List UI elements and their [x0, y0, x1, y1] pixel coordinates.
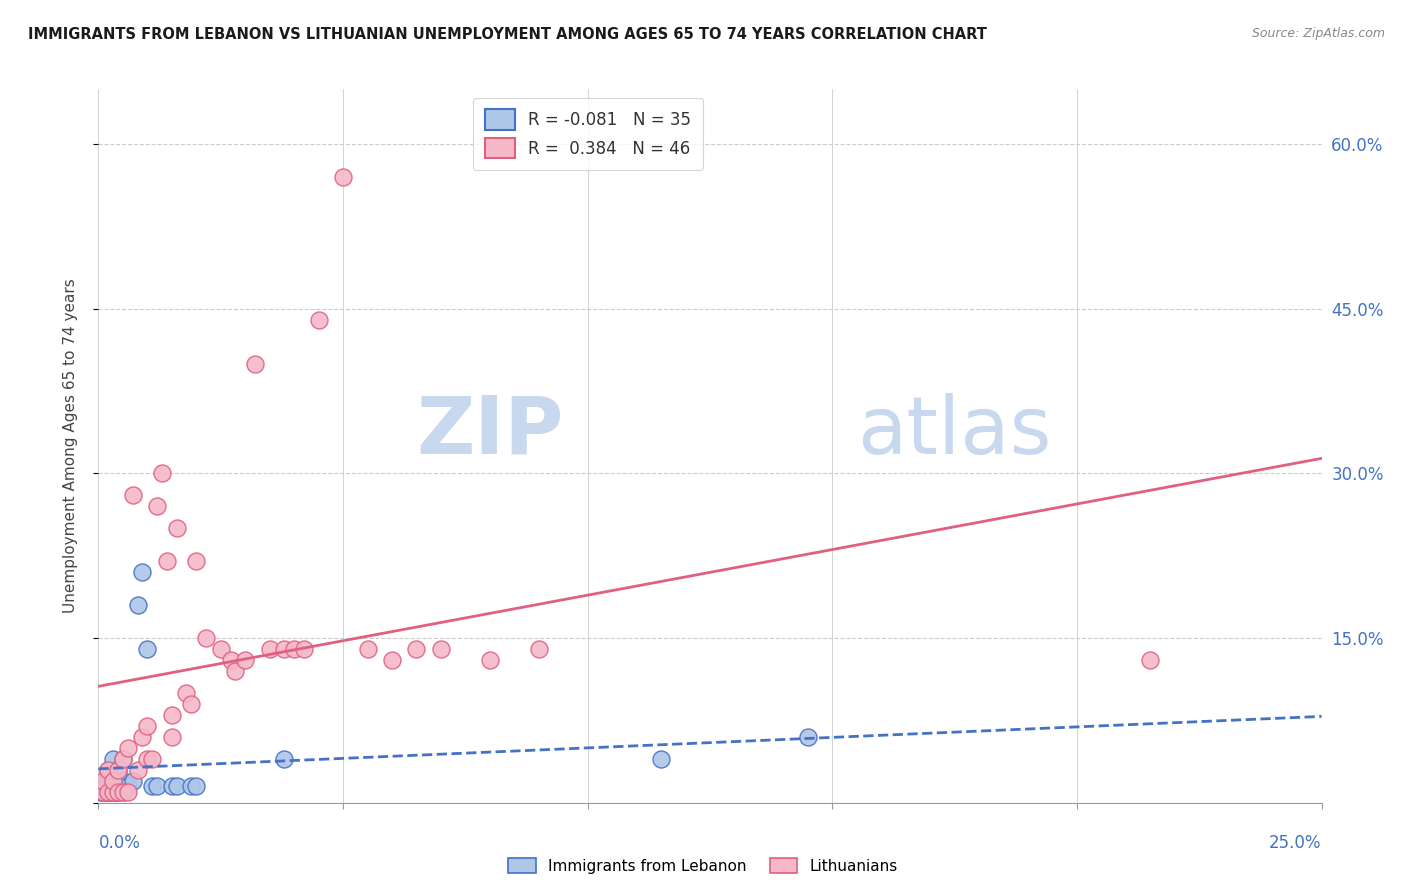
Point [233, 653, 256, 667]
Point [180, 780, 202, 794]
Point [117, 780, 139, 794]
Point [121, 773, 143, 788]
Point [91, 780, 114, 794]
Point [136, 719, 159, 733]
Point [332, 169, 354, 184]
Point [127, 598, 149, 612]
Point [224, 664, 246, 678]
Point [101, 773, 124, 788]
Point [180, 697, 202, 711]
Point [111, 773, 134, 788]
Point [100, 773, 122, 788]
Point [160, 780, 183, 794]
Point [405, 642, 427, 657]
Point [97, 773, 120, 788]
Point [283, 642, 305, 657]
Point [104, 785, 127, 799]
Point [94, 785, 117, 799]
Point [90, 785, 112, 799]
Point [111, 785, 134, 799]
Point [150, 467, 173, 481]
Point [160, 708, 183, 723]
Point [97, 785, 120, 799]
Point [195, 631, 218, 645]
Point [131, 566, 153, 580]
Point [131, 730, 153, 744]
Text: 25.0%: 25.0% [1270, 834, 1322, 852]
Point [107, 785, 129, 799]
Text: 0.0%: 0.0% [98, 834, 141, 852]
Point [121, 488, 143, 502]
Point [141, 780, 163, 794]
Point [91, 785, 114, 799]
Point [107, 773, 129, 788]
Point [259, 642, 281, 657]
Point [136, 642, 159, 657]
Point [127, 763, 149, 777]
Point [146, 780, 169, 794]
Point [527, 642, 550, 657]
Text: ZIP: ZIP [416, 392, 564, 471]
Point [97, 763, 120, 777]
Point [797, 730, 820, 744]
Point [219, 653, 242, 667]
Point [117, 740, 139, 755]
Point [111, 785, 134, 799]
Point [156, 554, 179, 568]
Point [166, 521, 188, 535]
Legend: Immigrants from Lebanon, Lithuanians: Immigrants from Lebanon, Lithuanians [502, 852, 904, 880]
Point [97, 785, 120, 799]
Y-axis label: Unemployment Among Ages 65 to 74 years: Unemployment Among Ages 65 to 74 years [63, 278, 77, 614]
Text: atlas: atlas [856, 392, 1052, 471]
Text: Source: ZipAtlas.com: Source: ZipAtlas.com [1251, 27, 1385, 40]
Point [107, 785, 129, 799]
Point [107, 763, 129, 777]
Point [101, 785, 124, 799]
Point [478, 653, 501, 667]
Point [209, 642, 232, 657]
Point [111, 752, 134, 766]
Point [292, 642, 315, 657]
Point [160, 730, 183, 744]
Point [91, 785, 114, 799]
Point [141, 752, 163, 766]
Point [430, 642, 453, 657]
Point [381, 653, 404, 667]
Point [273, 752, 295, 766]
Point [111, 752, 134, 766]
Point [186, 780, 208, 794]
Point [97, 763, 120, 777]
Point [166, 780, 188, 794]
Text: IMMIGRANTS FROM LEBANON VS LITHUANIAN UNEMPLOYMENT AMONG AGES 65 TO 74 YEARS COR: IMMIGRANTS FROM LEBANON VS LITHUANIAN UN… [28, 27, 987, 42]
Point [243, 357, 266, 371]
Point [186, 554, 208, 568]
Point [146, 500, 169, 514]
Point [93, 780, 115, 794]
Point [101, 752, 124, 766]
Point [136, 752, 159, 766]
Point [101, 785, 124, 799]
Point [91, 773, 114, 788]
Point [100, 785, 122, 799]
Point [94, 773, 117, 788]
Point [1139, 653, 1161, 667]
Point [273, 642, 295, 657]
Point [650, 752, 672, 766]
Point [176, 686, 198, 700]
Point [356, 642, 378, 657]
Point [117, 785, 139, 799]
Point [107, 763, 129, 777]
Point [101, 773, 124, 788]
Legend: R = -0.081   N = 35, R =  0.384   N = 46: R = -0.081 N = 35, R = 0.384 N = 46 [472, 97, 703, 169]
Point [308, 312, 330, 326]
